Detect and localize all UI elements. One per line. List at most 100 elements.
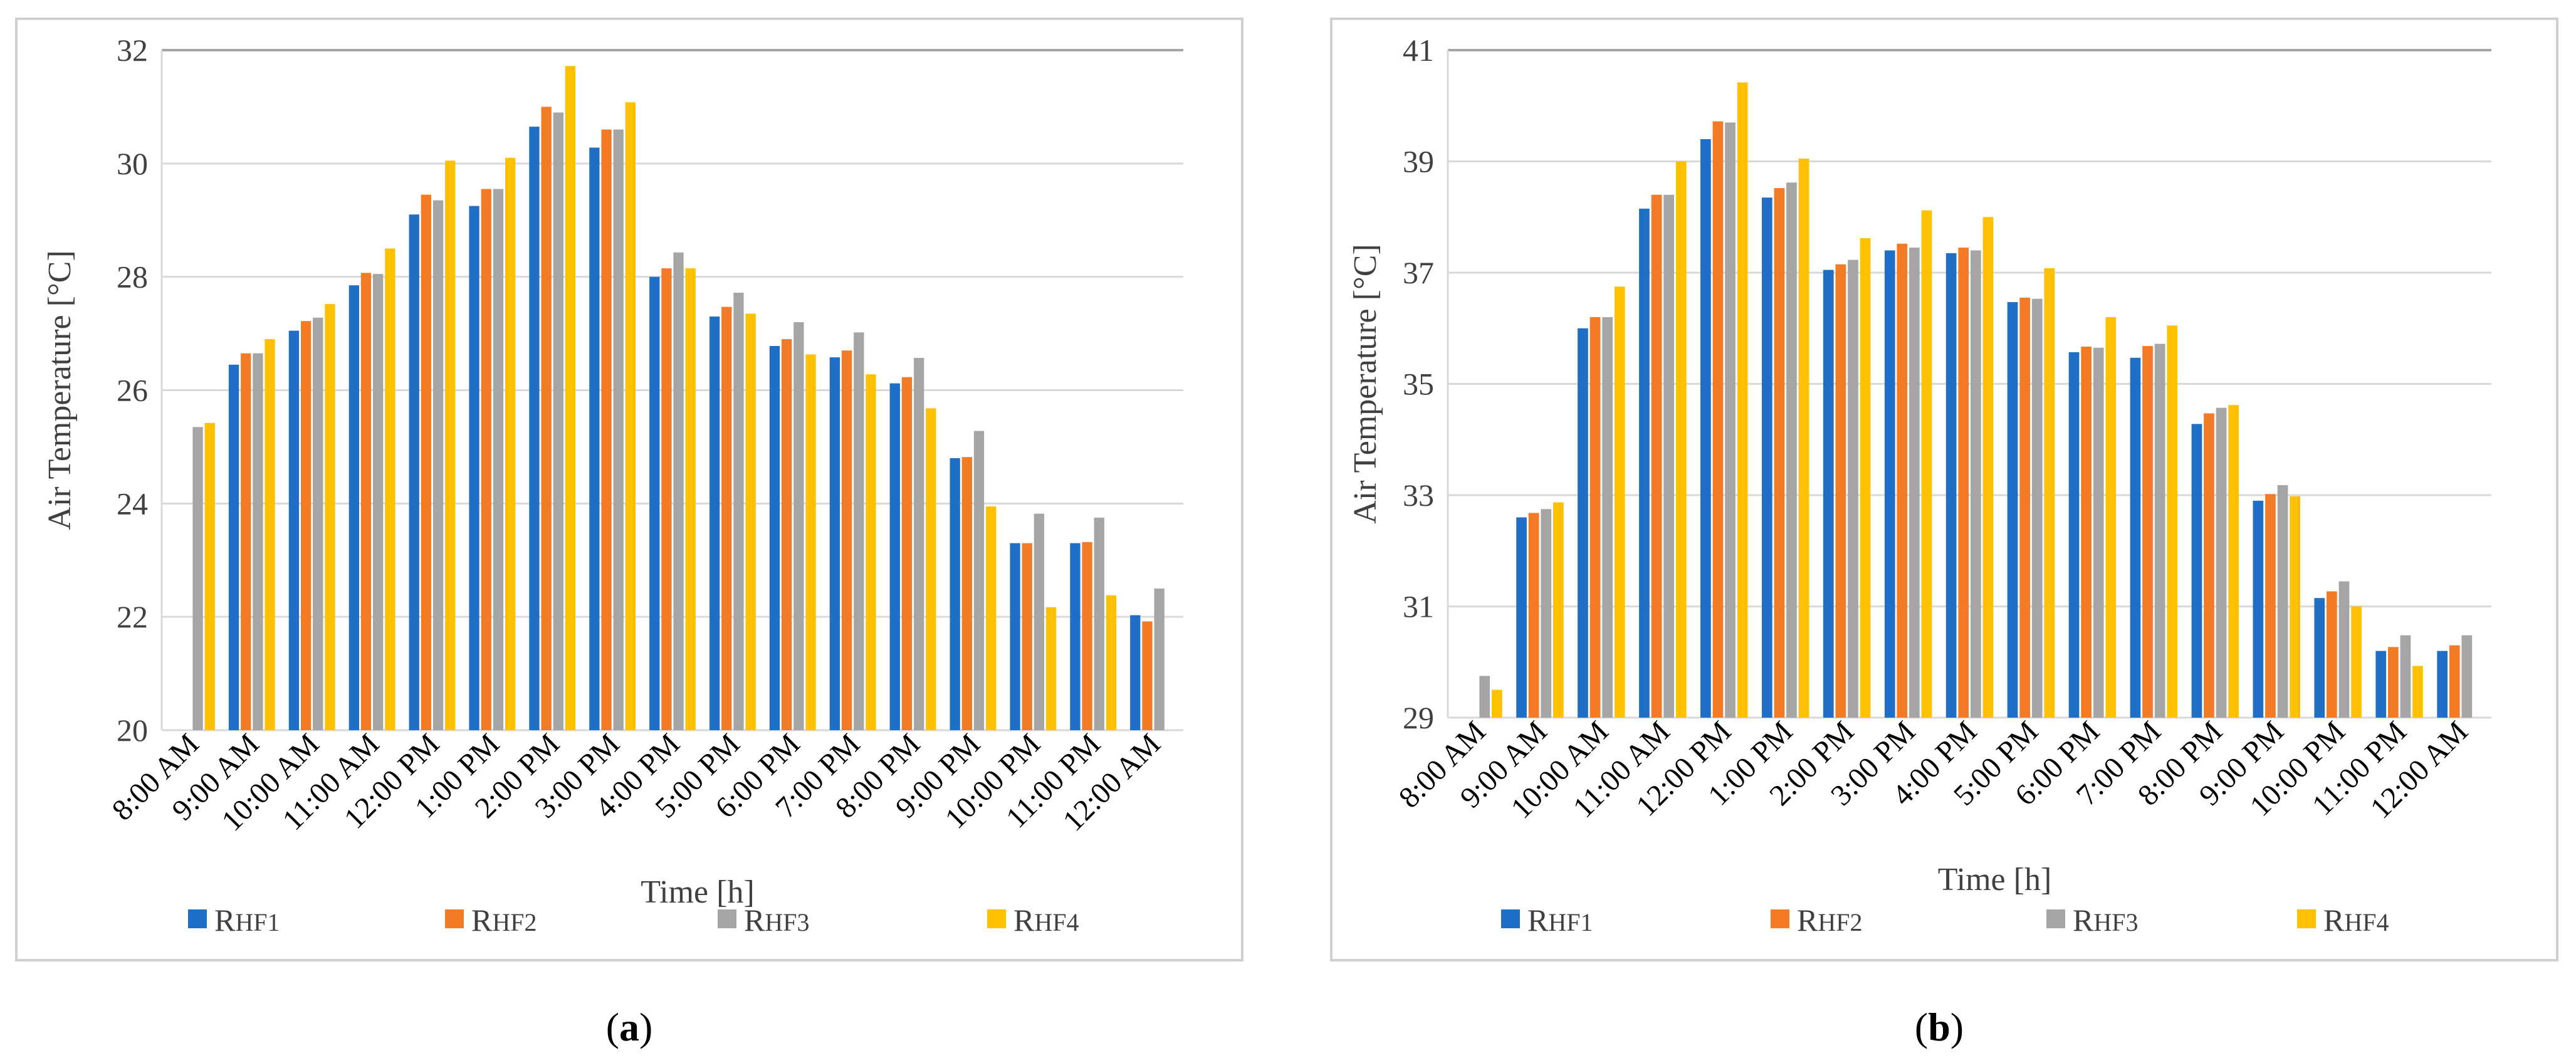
bar-rhf4 xyxy=(745,313,756,730)
bar-rhf4 xyxy=(866,374,876,730)
bar-rhf3 xyxy=(1094,517,1104,730)
bar-rhf2 xyxy=(661,268,672,731)
bar-rhf1 xyxy=(709,317,720,730)
bar-rhf4 xyxy=(685,268,696,731)
bar-rhf3 xyxy=(553,112,563,730)
bar-rhf2 xyxy=(721,306,732,731)
legend-swatch-rhf2 xyxy=(1771,909,1789,928)
x-axis-label: Time [h] xyxy=(641,874,755,910)
legend-label-initial: R xyxy=(744,903,765,938)
y-tick-label: 31 xyxy=(1403,589,1434,624)
bar-rhf3 xyxy=(493,189,504,730)
bar-rhf2 xyxy=(541,107,552,730)
bar-rhf2 xyxy=(782,339,792,730)
bar-rhf4 xyxy=(1675,161,1687,718)
bar-rhf1 xyxy=(1762,197,1772,718)
x-axis-label: Time [h] xyxy=(1938,862,2052,898)
bar-rhf4 xyxy=(1982,217,1994,718)
bar-rhf1 xyxy=(288,330,300,730)
y-tick-label: 35 xyxy=(1403,367,1434,402)
legend-label-rhf2: RHF2 xyxy=(471,903,537,938)
bar-rhf1 xyxy=(889,383,900,730)
panel-label-letter: b xyxy=(1928,1005,1950,1049)
legend-swatch-rhf2 xyxy=(445,909,464,928)
legend-label-rest: HF2 xyxy=(1818,908,1862,936)
panel-label-paren: ) xyxy=(639,1005,652,1049)
legend-label-rest: HF1 xyxy=(1548,908,1593,936)
bar-rhf4 xyxy=(2228,405,2239,718)
bar-rhf2 xyxy=(2449,645,2460,718)
bar-rhf3 xyxy=(914,358,924,730)
bar-rhf4 xyxy=(1492,689,1502,718)
bar-rhf2 xyxy=(1082,542,1092,730)
legend-label-rhf3: RHF3 xyxy=(744,903,810,938)
bar-rhf4 xyxy=(1737,82,1748,718)
legend-swatch-rhf1 xyxy=(188,909,207,928)
bar-rhf1 xyxy=(348,285,359,730)
bar-rhf4 xyxy=(2105,317,2117,718)
bar-rhf1 xyxy=(1070,543,1081,730)
legend-label-rhf3: RHF3 xyxy=(2073,903,2139,938)
bar-rhf2 xyxy=(961,457,972,730)
bar-rhf4 xyxy=(1798,159,1809,718)
bar-rhf4 xyxy=(1045,607,1057,730)
bar-rhf1 xyxy=(950,458,960,730)
legend-swatch-rhf4 xyxy=(987,909,1006,928)
bar-rhf2 xyxy=(2327,591,2337,718)
y-tick-label: 32 xyxy=(117,33,148,68)
bar-rhf3 xyxy=(973,431,985,730)
bar-rhf4 xyxy=(2167,325,2178,718)
bar-rhf3 xyxy=(1786,182,1797,718)
legend-swatch-rhf4 xyxy=(2297,909,2316,928)
bar-rhf2 xyxy=(360,273,372,730)
legend-label-rhf4: RHF4 xyxy=(2323,903,2389,938)
bar-rhf2 xyxy=(241,353,251,730)
bar-rhf1 xyxy=(1639,208,1650,718)
bar-rhf1 xyxy=(589,147,600,730)
y-tick-label: 41 xyxy=(1403,33,1434,68)
bar-rhf2 xyxy=(1022,543,1032,730)
bar-rhf3 xyxy=(253,353,263,730)
bar-rhf2 xyxy=(2019,297,2030,718)
chart-frame xyxy=(1330,18,2558,961)
bar-rhf1 xyxy=(2253,500,2264,718)
bar-rhf1 xyxy=(1884,250,1895,718)
bar-rhf2 xyxy=(1897,243,1908,718)
legend-label-rest: HF1 xyxy=(235,908,280,936)
bar-rhf1 xyxy=(1130,615,1141,730)
bar-rhf1 xyxy=(1823,270,1834,718)
legend-label-rest: HF3 xyxy=(765,908,809,936)
y-tick-label: 24 xyxy=(117,486,148,521)
legend-label-initial: R xyxy=(1013,903,1035,938)
bar-rhf2 xyxy=(421,194,431,731)
bar-rhf1 xyxy=(1010,543,1020,730)
bar-rhf3 xyxy=(673,252,684,730)
legend-label-rhf1: RHF1 xyxy=(1527,903,1593,938)
bar-rhf1 xyxy=(649,276,660,730)
bar-rhf1 xyxy=(1516,517,1527,718)
bar-rhf4 xyxy=(625,102,636,730)
bar-rhf4 xyxy=(986,506,997,730)
legend-label-initial: R xyxy=(2323,903,2345,938)
bar-rhf2 xyxy=(2142,346,2153,718)
bar-rhf3 xyxy=(1541,509,1552,718)
legend-swatch-rhf3 xyxy=(2046,909,2065,928)
bar-rhf4 xyxy=(1106,595,1117,730)
bar-rhf1 xyxy=(1945,253,1957,718)
bar-rhf1 xyxy=(529,127,540,731)
bar-rhf2 xyxy=(901,377,913,730)
legend-label-rest: HF2 xyxy=(492,908,537,936)
bar-rhf3 xyxy=(1034,513,1044,730)
panel-label-paren: ( xyxy=(606,1005,619,1049)
bar-rhf1 xyxy=(2375,651,2387,718)
legend-label-initial: R xyxy=(2073,903,2094,938)
panel-label: (a) xyxy=(606,1005,653,1049)
bar-rhf2 xyxy=(1958,248,1969,718)
y-tick-label: 30 xyxy=(117,146,148,181)
bar-rhf1 xyxy=(228,364,239,730)
bar-rhf3 xyxy=(1663,194,1674,718)
bar-rhf3 xyxy=(2031,298,2043,718)
bar-rhf4 xyxy=(385,248,395,730)
bar-rhf2 xyxy=(1589,317,1601,718)
